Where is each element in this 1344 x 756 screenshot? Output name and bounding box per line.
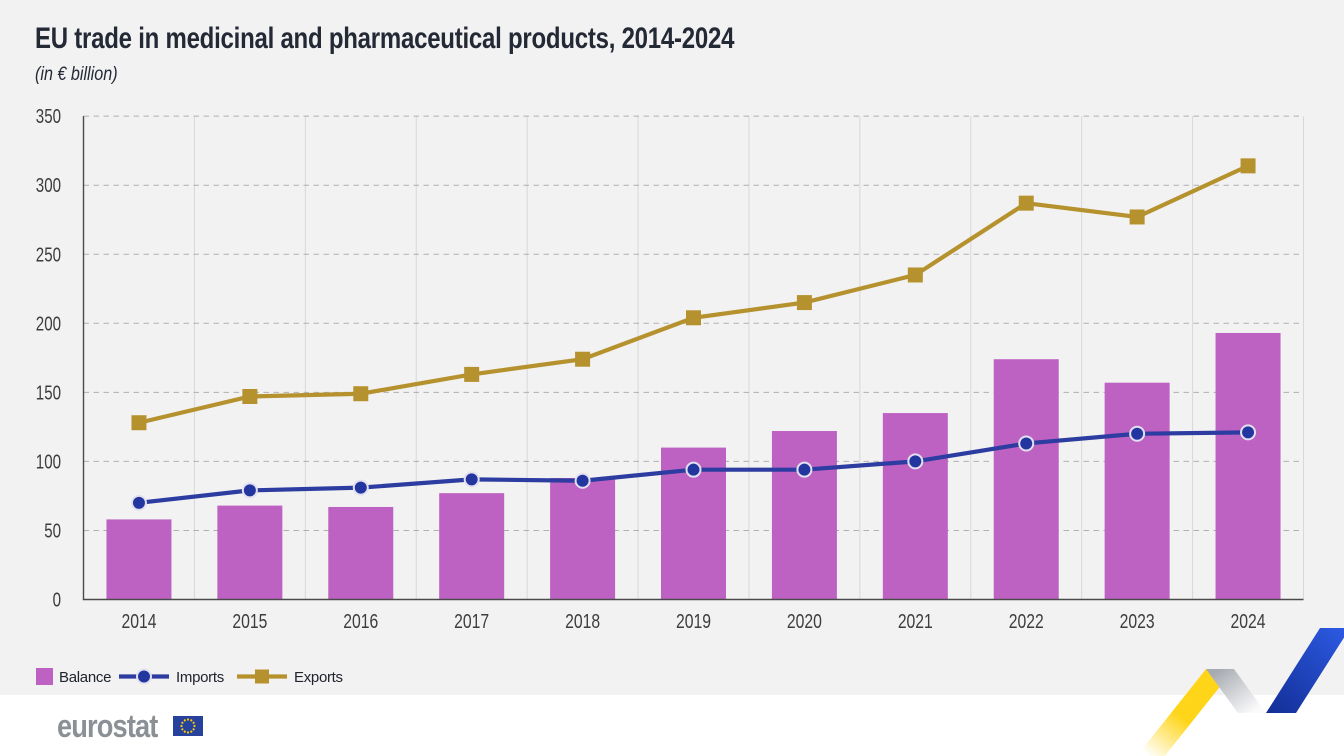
x-axis-label: 2018: [565, 611, 600, 633]
exports-marker: [242, 388, 258, 404]
exports-marker: [464, 366, 480, 382]
imports-marker: [1240, 424, 1257, 441]
balance-bar: [882, 413, 948, 600]
x-axis-label: 2017: [454, 611, 489, 633]
imports-marker: [1129, 425, 1146, 442]
y-axis-label: 250: [36, 244, 61, 266]
balance-bar: [1215, 332, 1281, 600]
page-header: EU trade in medicinal and pharmaceutical…: [35, 22, 909, 86]
y-axis-label: 50: [44, 520, 61, 542]
imports-marker: [1018, 435, 1035, 452]
ribbon-blue-band: [1266, 628, 1344, 713]
balance-bar: [439, 493, 505, 600]
chart-legend: Balance Imports Exports: [0, 668, 500, 686]
x-axis-label: 2020: [787, 611, 822, 633]
balance-legend-swatch-icon: [36, 668, 53, 685]
eurostat-ribbon-graphic: [1136, 628, 1344, 756]
balance-bar: [217, 505, 283, 600]
exports-legend-marker-icon: [237, 669, 287, 684]
exports-marker: [907, 267, 923, 283]
x-axis-label: 2015: [232, 611, 267, 633]
balance-bar: [328, 506, 394, 600]
x-axis-label: 2024: [1231, 611, 1266, 633]
exports-marker: [131, 415, 147, 431]
legend-label-balance: Balance: [59, 669, 112, 686]
x-axis-label: 2021: [898, 611, 933, 633]
y-axis-label: 350: [36, 106, 61, 128]
eu-flag-icon: [173, 716, 203, 736]
imports-marker: [796, 461, 813, 478]
imports-legend-marker-icon: [119, 668, 169, 685]
imports-marker: [907, 453, 924, 470]
balance-bar: [106, 519, 172, 600]
y-axis-label: 100: [36, 451, 61, 473]
page-title: EU trade in medicinal and pharmaceutical…: [35, 22, 735, 55]
exports-marker: [686, 310, 701, 326]
balance-bar: [771, 431, 837, 600]
imports-marker: [574, 472, 591, 489]
exports-marker: [353, 386, 369, 402]
legend-label-imports: Imports: [176, 669, 224, 686]
x-axis-label: 2022: [1009, 611, 1044, 633]
ribbon-gray-fold: [1206, 669, 1266, 713]
exports-marker: [1240, 158, 1256, 174]
y-axis-label: 200: [36, 313, 61, 335]
x-axis-label: 2023: [1120, 611, 1155, 633]
x-axis-label: 2019: [676, 611, 711, 633]
y-axis-label: 150: [36, 382, 61, 404]
legend-label-exports: Exports: [294, 669, 343, 686]
ribbon-yellow-band: [1136, 669, 1234, 756]
imports-marker: [352, 479, 369, 496]
exports-marker: [796, 295, 812, 311]
balance-bar: [550, 477, 616, 600]
eurostat-logo-text: eurostat: [57, 708, 158, 744]
page-subtitle: (in € billion): [35, 64, 118, 85]
y-axis-label: 300: [36, 175, 61, 197]
exports-marker: [1018, 195, 1034, 211]
imports-marker: [241, 482, 258, 499]
x-axis-label: 2014: [121, 611, 156, 633]
exports-marker: [575, 351, 591, 367]
imports-marker: [130, 494, 147, 511]
imports-marker: [463, 471, 480, 488]
y-axis-label: 0: [53, 590, 61, 612]
balance-bar: [1104, 382, 1170, 600]
exports-marker: [1129, 209, 1145, 225]
x-axis-label: 2016: [343, 611, 378, 633]
footer-strip: [0, 695, 1344, 756]
balance-bar: [993, 359, 1059, 600]
imports-marker: [685, 461, 702, 478]
eurostat-logo: eurostat: [57, 708, 203, 745]
